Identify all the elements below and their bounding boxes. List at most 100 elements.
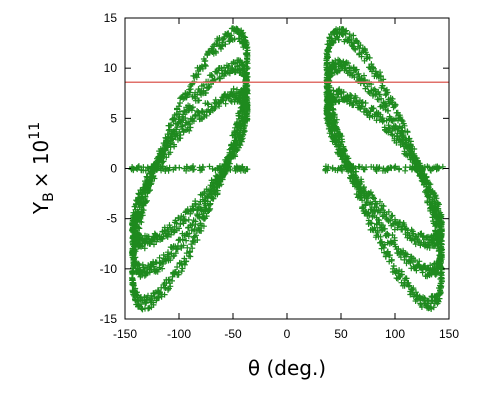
data-point [379,213,386,220]
data-point [185,216,192,223]
y-tick-label: 5 [110,111,117,125]
data-point [196,201,202,208]
data-point [384,239,391,246]
data-point [179,265,186,272]
data-point [350,163,357,170]
data-point [346,31,353,38]
data-point [357,42,364,49]
data-point [138,167,145,174]
data-point [392,126,399,133]
x-tick-label: -50 [224,327,242,341]
data-point [368,61,375,68]
data-point [365,88,372,95]
y-tick-label: 0 [110,162,117,176]
data-point [389,125,396,132]
data-point [393,275,400,282]
data-point [185,233,192,240]
data-point [380,76,387,83]
data-point [206,191,212,198]
data-point [411,236,418,243]
data-point [240,127,247,134]
data-point [226,160,233,167]
data-point [382,232,389,239]
data-point [183,237,190,244]
y-axis-subscript: B [41,192,57,202]
data-point [222,41,229,48]
data-point [391,226,398,233]
data-point [156,254,163,261]
data-point [373,164,380,171]
data-point [184,164,191,170]
data-point [208,103,215,110]
data-point [167,283,174,290]
data-point [165,127,172,134]
data-point [377,239,383,246]
y-tick-label: -10 [100,262,118,276]
data-point [380,105,387,112]
data-point [391,101,398,108]
y-axis-multiplier: × 10 [29,140,53,189]
data-point [355,163,362,170]
data-point [239,163,246,170]
data-point [191,226,198,233]
data-point [190,163,197,170]
data-point [169,116,176,123]
data-point [181,261,188,268]
data-point [388,213,395,220]
data-point [193,72,200,78]
data-point [411,164,418,171]
data-point [185,253,192,259]
data-point [324,120,331,127]
data-point [433,195,440,202]
data-point [326,130,333,137]
data-point [431,164,437,171]
data-point [142,178,148,185]
data-point [189,93,196,100]
data-point [196,116,203,123]
data-point [390,265,396,272]
data-point [161,146,168,153]
y-tick-label: -5 [106,212,117,226]
data-point [195,86,202,93]
data-point [361,192,368,199]
data-point [399,136,406,143]
data-point [357,190,364,197]
data-point [421,164,428,170]
data-point [223,163,230,170]
data-point [361,184,367,191]
data-point [429,294,436,301]
data-point [182,121,189,128]
data-point [131,203,138,210]
data-point [372,198,379,205]
data-point [193,232,199,239]
data-point [218,45,224,52]
data-point [169,273,176,280]
data-point [381,249,388,256]
data-point [423,174,430,180]
data-point [362,100,369,106]
data-point [220,35,227,42]
data-point [177,100,183,106]
data-point [212,167,219,174]
data-point [211,184,218,191]
data-point [234,119,241,126]
data-point [148,163,155,170]
data-point [367,206,374,213]
data-point [379,82,386,89]
data-point [359,99,366,106]
data-point [163,142,170,149]
data-point [336,57,343,64]
data-point [439,163,446,170]
data-point [231,151,238,158]
data-point [386,258,393,265]
data-point [210,195,217,202]
data-point [129,164,136,170]
data-point [345,60,351,67]
data-point [412,241,419,248]
data-point [234,166,241,173]
data-point [350,102,356,109]
data-point [172,250,179,257]
data-point [244,166,251,173]
